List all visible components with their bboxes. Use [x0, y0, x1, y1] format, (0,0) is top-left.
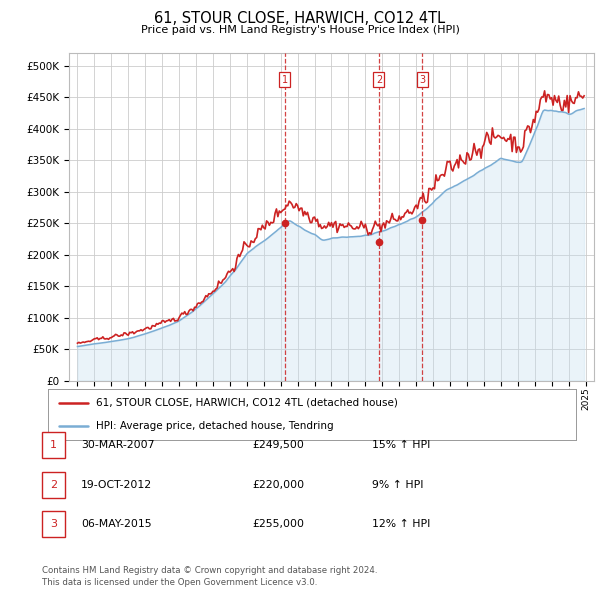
Text: 61, STOUR CLOSE, HARWICH, CO12 4TL: 61, STOUR CLOSE, HARWICH, CO12 4TL	[154, 11, 446, 25]
Text: HPI: Average price, detached house, Tendring: HPI: Average price, detached house, Tend…	[95, 421, 333, 431]
Text: 30-MAR-2007: 30-MAR-2007	[81, 441, 155, 450]
Text: 2: 2	[50, 480, 57, 490]
Text: £255,000: £255,000	[252, 519, 304, 529]
Text: 61, STOUR CLOSE, HARWICH, CO12 4TL (detached house): 61, STOUR CLOSE, HARWICH, CO12 4TL (deta…	[95, 398, 397, 408]
Text: £249,500: £249,500	[252, 441, 304, 450]
Text: 12% ↑ HPI: 12% ↑ HPI	[372, 519, 430, 529]
Text: 2: 2	[376, 74, 382, 84]
Text: 15% ↑ HPI: 15% ↑ HPI	[372, 441, 430, 450]
Text: 19-OCT-2012: 19-OCT-2012	[81, 480, 152, 490]
Text: Price paid vs. HM Land Registry's House Price Index (HPI): Price paid vs. HM Land Registry's House …	[140, 25, 460, 35]
Text: 06-MAY-2015: 06-MAY-2015	[81, 519, 152, 529]
Text: 1: 1	[50, 441, 57, 450]
Text: £220,000: £220,000	[252, 480, 304, 490]
Text: 9% ↑ HPI: 9% ↑ HPI	[372, 480, 424, 490]
Text: 1: 1	[282, 74, 288, 84]
Text: Contains HM Land Registry data © Crown copyright and database right 2024.
This d: Contains HM Land Registry data © Crown c…	[42, 566, 377, 587]
Text: 3: 3	[50, 519, 57, 529]
Text: 3: 3	[419, 74, 425, 84]
